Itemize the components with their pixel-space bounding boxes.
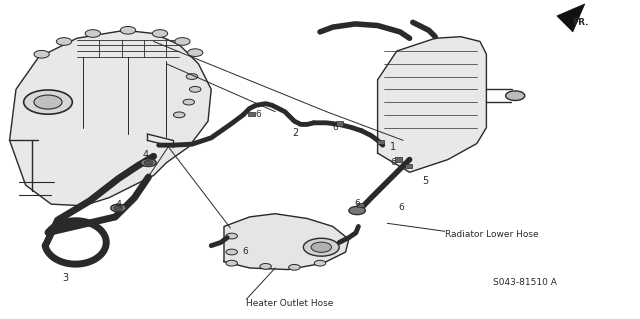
Ellipse shape	[349, 206, 365, 215]
Ellipse shape	[226, 249, 237, 255]
Text: 6: 6	[255, 110, 261, 119]
Polygon shape	[10, 30, 211, 206]
Ellipse shape	[173, 112, 185, 118]
Ellipse shape	[186, 74, 198, 79]
Ellipse shape	[314, 260, 326, 266]
Bar	[357, 203, 364, 207]
Ellipse shape	[34, 50, 49, 58]
Text: 6: 6	[355, 199, 360, 208]
Ellipse shape	[226, 260, 237, 266]
Bar	[336, 122, 342, 126]
Ellipse shape	[85, 30, 100, 37]
Ellipse shape	[141, 159, 156, 167]
Text: 2: 2	[292, 128, 298, 138]
Text: 6: 6	[242, 247, 248, 256]
Polygon shape	[557, 4, 585, 32]
Ellipse shape	[183, 99, 195, 105]
Text: 6: 6	[390, 158, 396, 167]
Ellipse shape	[120, 26, 136, 34]
Ellipse shape	[152, 30, 168, 37]
Text: Heater Outlet Hose: Heater Outlet Hose	[246, 299, 334, 308]
Ellipse shape	[303, 238, 339, 256]
Text: 6: 6	[332, 123, 338, 132]
Ellipse shape	[226, 233, 237, 239]
Polygon shape	[224, 214, 349, 270]
Ellipse shape	[311, 242, 332, 252]
Text: 1: 1	[390, 142, 397, 152]
Ellipse shape	[289, 264, 300, 270]
Text: 4: 4	[116, 200, 122, 210]
Text: 4: 4	[142, 150, 148, 160]
Ellipse shape	[34, 95, 62, 109]
Ellipse shape	[114, 206, 123, 210]
Ellipse shape	[56, 38, 72, 45]
Polygon shape	[378, 37, 486, 172]
Ellipse shape	[111, 204, 126, 212]
Ellipse shape	[144, 160, 153, 165]
Ellipse shape	[260, 263, 271, 269]
Text: 5: 5	[422, 176, 429, 186]
Text: S043-81510 A: S043-81510 A	[493, 278, 557, 287]
Bar	[378, 140, 384, 144]
Bar	[395, 157, 401, 162]
Text: FR.: FR.	[572, 18, 589, 27]
Bar	[248, 112, 255, 116]
Ellipse shape	[188, 49, 203, 56]
Text: 3: 3	[62, 273, 68, 283]
Ellipse shape	[189, 86, 201, 92]
Bar	[405, 164, 412, 168]
Ellipse shape	[24, 90, 72, 114]
Ellipse shape	[175, 38, 190, 45]
Text: Radiator Lower Hose: Radiator Lower Hose	[445, 230, 538, 239]
Ellipse shape	[506, 91, 525, 100]
Text: 6: 6	[399, 204, 404, 212]
